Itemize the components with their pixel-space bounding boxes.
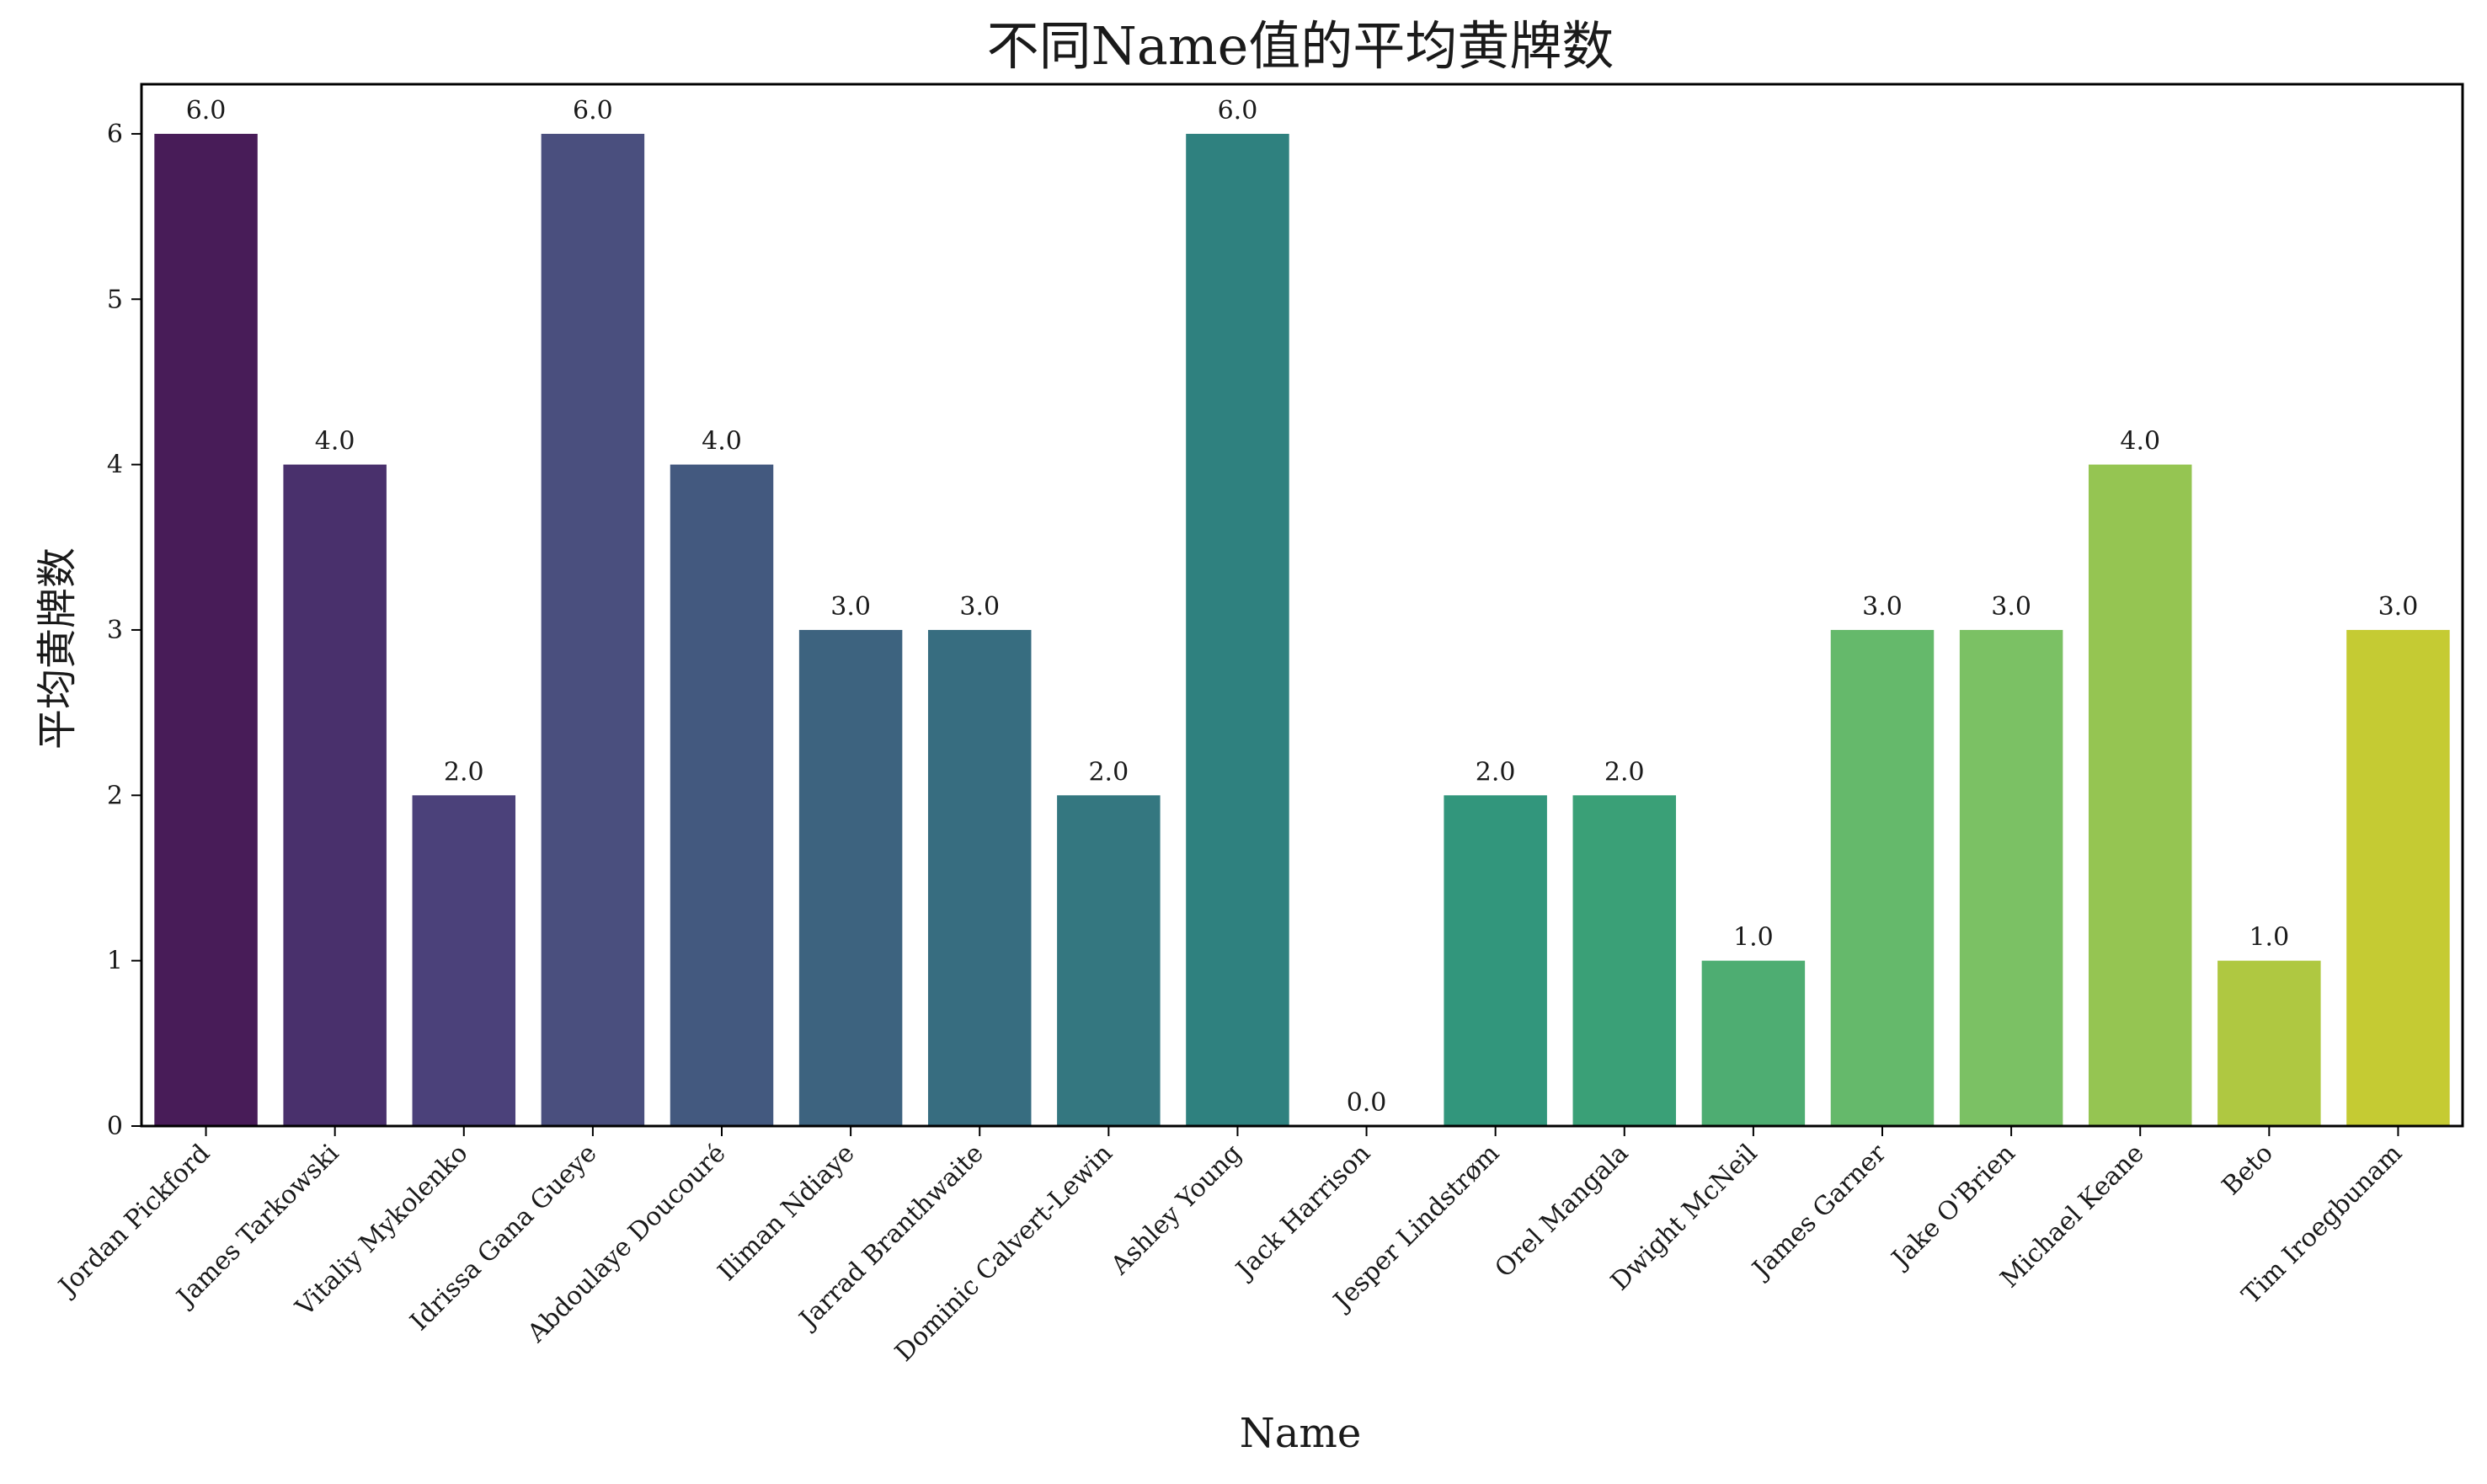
bar-value-label: 1.0 [2249,923,2289,953]
x-axis-label: Name [1240,1410,1362,1457]
bar [541,133,645,1126]
bar [798,629,903,1126]
bar [1830,629,1935,1126]
chart-title: 不同Name值的平均黄牌数 [987,15,1614,77]
bar [1959,629,2063,1126]
y-tick-label: 4 [107,451,123,480]
y-tick-label: 6 [107,120,123,149]
bar [927,629,1032,1126]
bar [412,795,516,1126]
bar [2088,464,2192,1126]
bar-value-label: 3.0 [2378,592,2419,622]
bars-group [154,133,2450,1126]
bar [1444,795,1547,1126]
bar [1572,795,1677,1126]
bar [2217,960,2321,1126]
bar-value-label: 0.0 [1347,1088,1387,1118]
x-tick-label: Iliman Ndiaye [712,1139,861,1287]
bar-value-label: 2.0 [1476,757,1516,787]
x-tick-label: Orel Mangala [1489,1139,1634,1284]
bar-value-label: 3.0 [830,592,871,622]
bar-value-label: 2.0 [1604,757,1645,787]
x-tick-label: James Garner [1745,1138,1892,1285]
bar-value-label: 4.0 [702,427,742,456]
bar-value-label: 6.0 [186,96,227,125]
bar-value-label: 3.0 [1991,592,2031,622]
y-tick-label: 2 [107,781,123,810]
x-tick-label: Jack Harrison [1229,1139,1376,1286]
bar [283,464,387,1126]
bar [1701,960,1806,1126]
y-tick-label: 1 [107,947,123,976]
bar-value-label: 6.0 [573,96,613,125]
bar-value-label: 6.0 [1218,96,1258,125]
bar-value-label: 2.0 [1088,757,1129,787]
bar [2346,629,2450,1126]
bar-value-label: 3.0 [959,592,1000,622]
value-labels-group: 6.0 4.0 2.0 6.0 4.0 3.0 3.0 2.0 6.0 0.0 2.0 2.0 1.0 3… [186,96,2419,1118]
x-tick-label: Jake O'Brien [1885,1139,2021,1275]
y-tick-label: 0 [107,1112,123,1141]
bar-value-label: 3.0 [1862,592,1903,622]
bar-value-label: 1.0 [1733,923,1774,953]
bar [1186,133,1289,1126]
bar-value-label: 4.0 [315,427,355,456]
bar [154,133,258,1126]
bar-value-label: 2.0 [444,757,484,787]
x-tick-label: Dominic Calvert-Lewin [889,1139,1118,1368]
x-tick-label: Beto [2217,1139,2279,1201]
y-tick-label: 5 [107,285,123,314]
y-axis-label: 平均黄牌数 [34,547,81,750]
bar [670,464,774,1126]
bar-value-label: 4.0 [2120,427,2160,456]
bar [1057,795,1161,1126]
y-axis-ticks: 0 1 2 3 4 5 6 [107,120,141,1141]
x-tick-label: Ashley Young [1105,1139,1247,1281]
plot-area-frame [140,83,2464,1128]
y-tick-label: 3 [107,616,123,645]
